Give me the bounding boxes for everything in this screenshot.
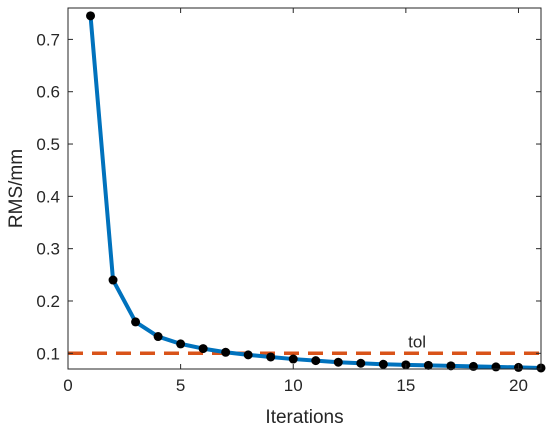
x-axis-title: Iterations [265,407,343,428]
y-tick-label: 0.6 [36,83,60,102]
rms-data-point-17 [446,361,456,371]
rms-data-point-7 [221,347,231,357]
y-axis-title: RMS/mm [6,149,27,228]
tol-annotation: tol [408,332,426,351]
rms-data-point-5 [176,339,186,349]
rms-data-point-12 [333,357,343,367]
rms-data-point-10 [288,354,298,364]
axis-ticks: 0 5 10 15 20 0.1 0.2 0.3 0.4 0.5 0.6 0.7 [36,8,541,395]
y-tick-label: 0.7 [36,30,60,49]
rms-data-point-3 [131,317,141,327]
rms-data-point-4 [153,332,163,342]
x-tick-label: 5 [176,376,185,395]
rms-data-point-9 [266,352,276,362]
rms-data-point-11 [311,356,321,366]
rms-data-point-2 [108,275,118,285]
y-tick-label: 0.2 [36,292,60,311]
y-tick-label: 0.4 [36,187,60,206]
rms-data-point-1 [86,11,96,21]
rms-data-point-16 [423,360,433,370]
rms-data-point-14 [378,359,388,369]
y-tick-label: 0.5 [36,135,60,154]
y-tick-label: 0.1 [36,344,60,363]
axes-box [67,7,542,370]
y-tick-label: 0.3 [36,240,60,259]
x-tick-label: 10 [284,376,303,395]
x-tick-label: 20 [509,376,528,395]
rms-data-point-6 [198,344,208,354]
plot-area [68,11,546,373]
x-tick-label: 0 [63,376,72,395]
rms-data-point-18 [468,361,478,371]
rms-data-point-19 [491,362,501,372]
rms-data-point-13 [356,358,366,368]
rms-data-point-8 [243,350,253,360]
x-tick-label: 15 [396,376,415,395]
